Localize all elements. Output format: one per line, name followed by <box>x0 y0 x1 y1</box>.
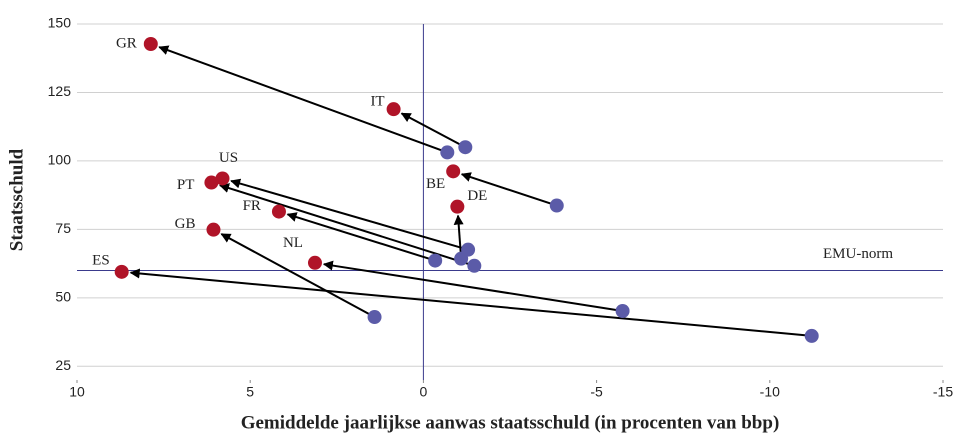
x-axis-title: Gemiddelde jaarlijkse aanwas staatsschul… <box>241 412 780 433</box>
end-point <box>446 164 461 179</box>
arrow <box>129 268 812 337</box>
end-point <box>204 175 219 190</box>
x-tick-label: 5 <box>246 384 254 400</box>
point-label: GR <box>116 35 137 51</box>
arrow <box>322 260 623 312</box>
point-label: BE <box>426 176 445 192</box>
point-label: NL <box>283 235 303 251</box>
point-label: US <box>219 150 238 166</box>
arrow <box>286 212 436 262</box>
start-point <box>461 242 476 257</box>
arrow <box>219 183 475 267</box>
start-point <box>367 310 382 325</box>
reference-label: EMU-norm <box>823 246 893 262</box>
end-point <box>114 264 129 279</box>
point-label: PT <box>177 177 195 193</box>
x-tick-label: 0 <box>420 384 428 400</box>
start-point <box>549 198 564 213</box>
start-point <box>804 328 819 343</box>
x-tick-label: -5 <box>590 384 603 400</box>
arrow <box>400 112 466 149</box>
end-point <box>143 36 158 51</box>
point-label: FR <box>243 198 261 214</box>
end-point <box>206 222 221 237</box>
point-label: GB <box>175 216 196 232</box>
end-point <box>450 199 465 214</box>
y-tick-label: 25 <box>55 357 71 373</box>
arrow <box>220 233 376 318</box>
y-tick-label: 150 <box>48 15 72 31</box>
arrow <box>453 214 464 259</box>
x-tick-label: -15 <box>933 384 953 400</box>
point-label: DE <box>467 188 487 204</box>
x-tick-label: -10 <box>760 384 780 400</box>
start-point <box>440 145 455 160</box>
start-point <box>615 303 630 318</box>
y-tick-label: 100 <box>48 152 72 168</box>
start-point <box>458 140 473 155</box>
arrow <box>460 172 558 207</box>
y-tick-label: 50 <box>55 289 71 305</box>
arrow <box>230 178 469 251</box>
point-label: IT <box>370 94 384 110</box>
end-point <box>271 204 286 219</box>
end-point <box>215 171 230 186</box>
end-point <box>307 255 322 270</box>
y-tick-label: 125 <box>48 83 72 99</box>
point-label: ES <box>92 252 110 268</box>
arrow <box>158 45 448 154</box>
start-point <box>467 258 482 273</box>
y-axis-title: Staatsschuld <box>6 148 27 251</box>
end-point <box>386 102 401 117</box>
y-tick-label: 75 <box>55 220 71 236</box>
start-point <box>428 253 443 268</box>
x-tick-label: 10 <box>69 384 85 400</box>
